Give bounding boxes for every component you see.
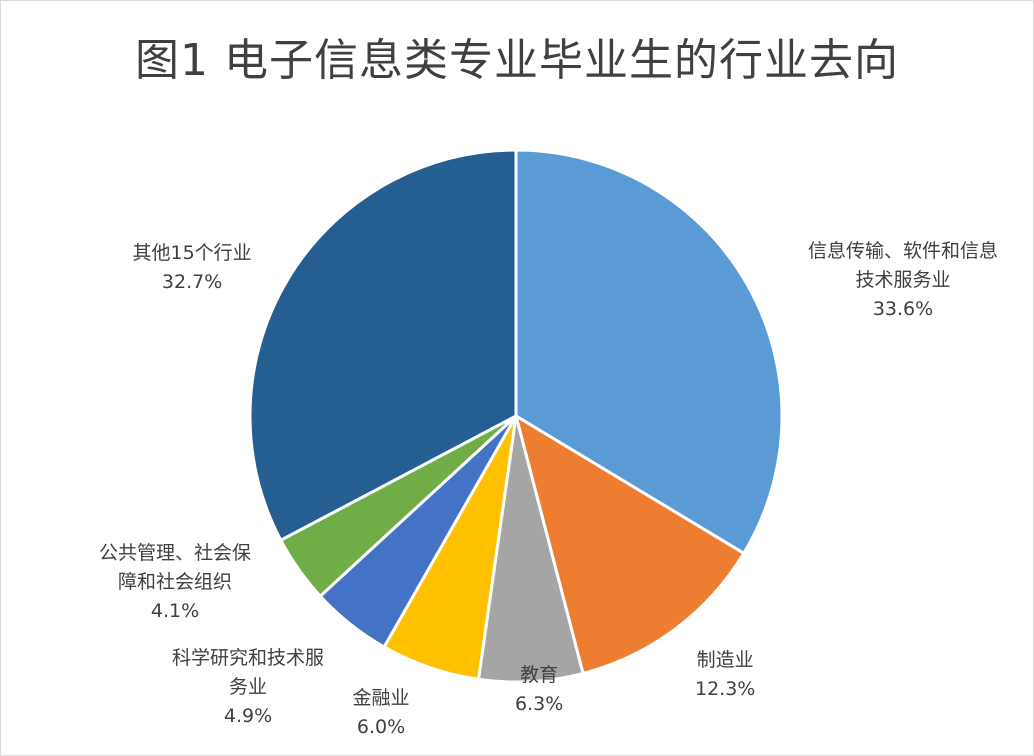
slice-value-label: 12.3% (695, 678, 756, 700)
slice-value-label: 4.1% (150, 599, 200, 622)
slice-label-text: 制造业 (696, 649, 754, 671)
slice-label-text: 务业 (229, 675, 268, 698)
chart-title: 图1 电子信息类专业毕业生的行业去向 (135, 35, 899, 86)
slice-label-text: 金融业 (352, 687, 410, 709)
slice-label: 科学研究和技术服 务业 4.9% (172, 644, 324, 731)
slice-value-label: 32.7% (161, 271, 223, 293)
slice-label-text: 科学研究和技术服 (172, 646, 325, 669)
pie-slice (514, 148, 784, 555)
slice-value-label: 4.9% (223, 704, 273, 727)
slice-label-text: 技术服务业 (855, 268, 951, 291)
slice-label: 制造业 12.3% (695, 646, 755, 704)
slice-label: 公共管理、社会保 障和社会组织 4.1% (99, 539, 251, 626)
slice-value-label: 6.0% (356, 716, 406, 738)
slice-label-text: 障和社会组织 (118, 570, 233, 593)
slice-label: 金融业 6.0% (353, 684, 410, 742)
slice-label-text: 信息传输、软件和信息 (808, 239, 999, 262)
slice-label-text: 其他15个行业 (132, 242, 252, 264)
slice-label-text: 教育 (520, 664, 559, 686)
slice-label-text: 公共管理、社会保 (99, 541, 252, 564)
slice-label: 其他15个行业 32.7% (133, 239, 252, 297)
slice-label: 信息传输、软件和信息 技术服务业 33.6% (808, 237, 998, 324)
pie-slice (248, 148, 518, 542)
pie-slice (514, 414, 746, 675)
slice-value-label: 33.6% (872, 297, 934, 320)
slice-value-label: 6.3% (515, 693, 564, 715)
slice-label: 教育 6.3% (515, 661, 563, 719)
